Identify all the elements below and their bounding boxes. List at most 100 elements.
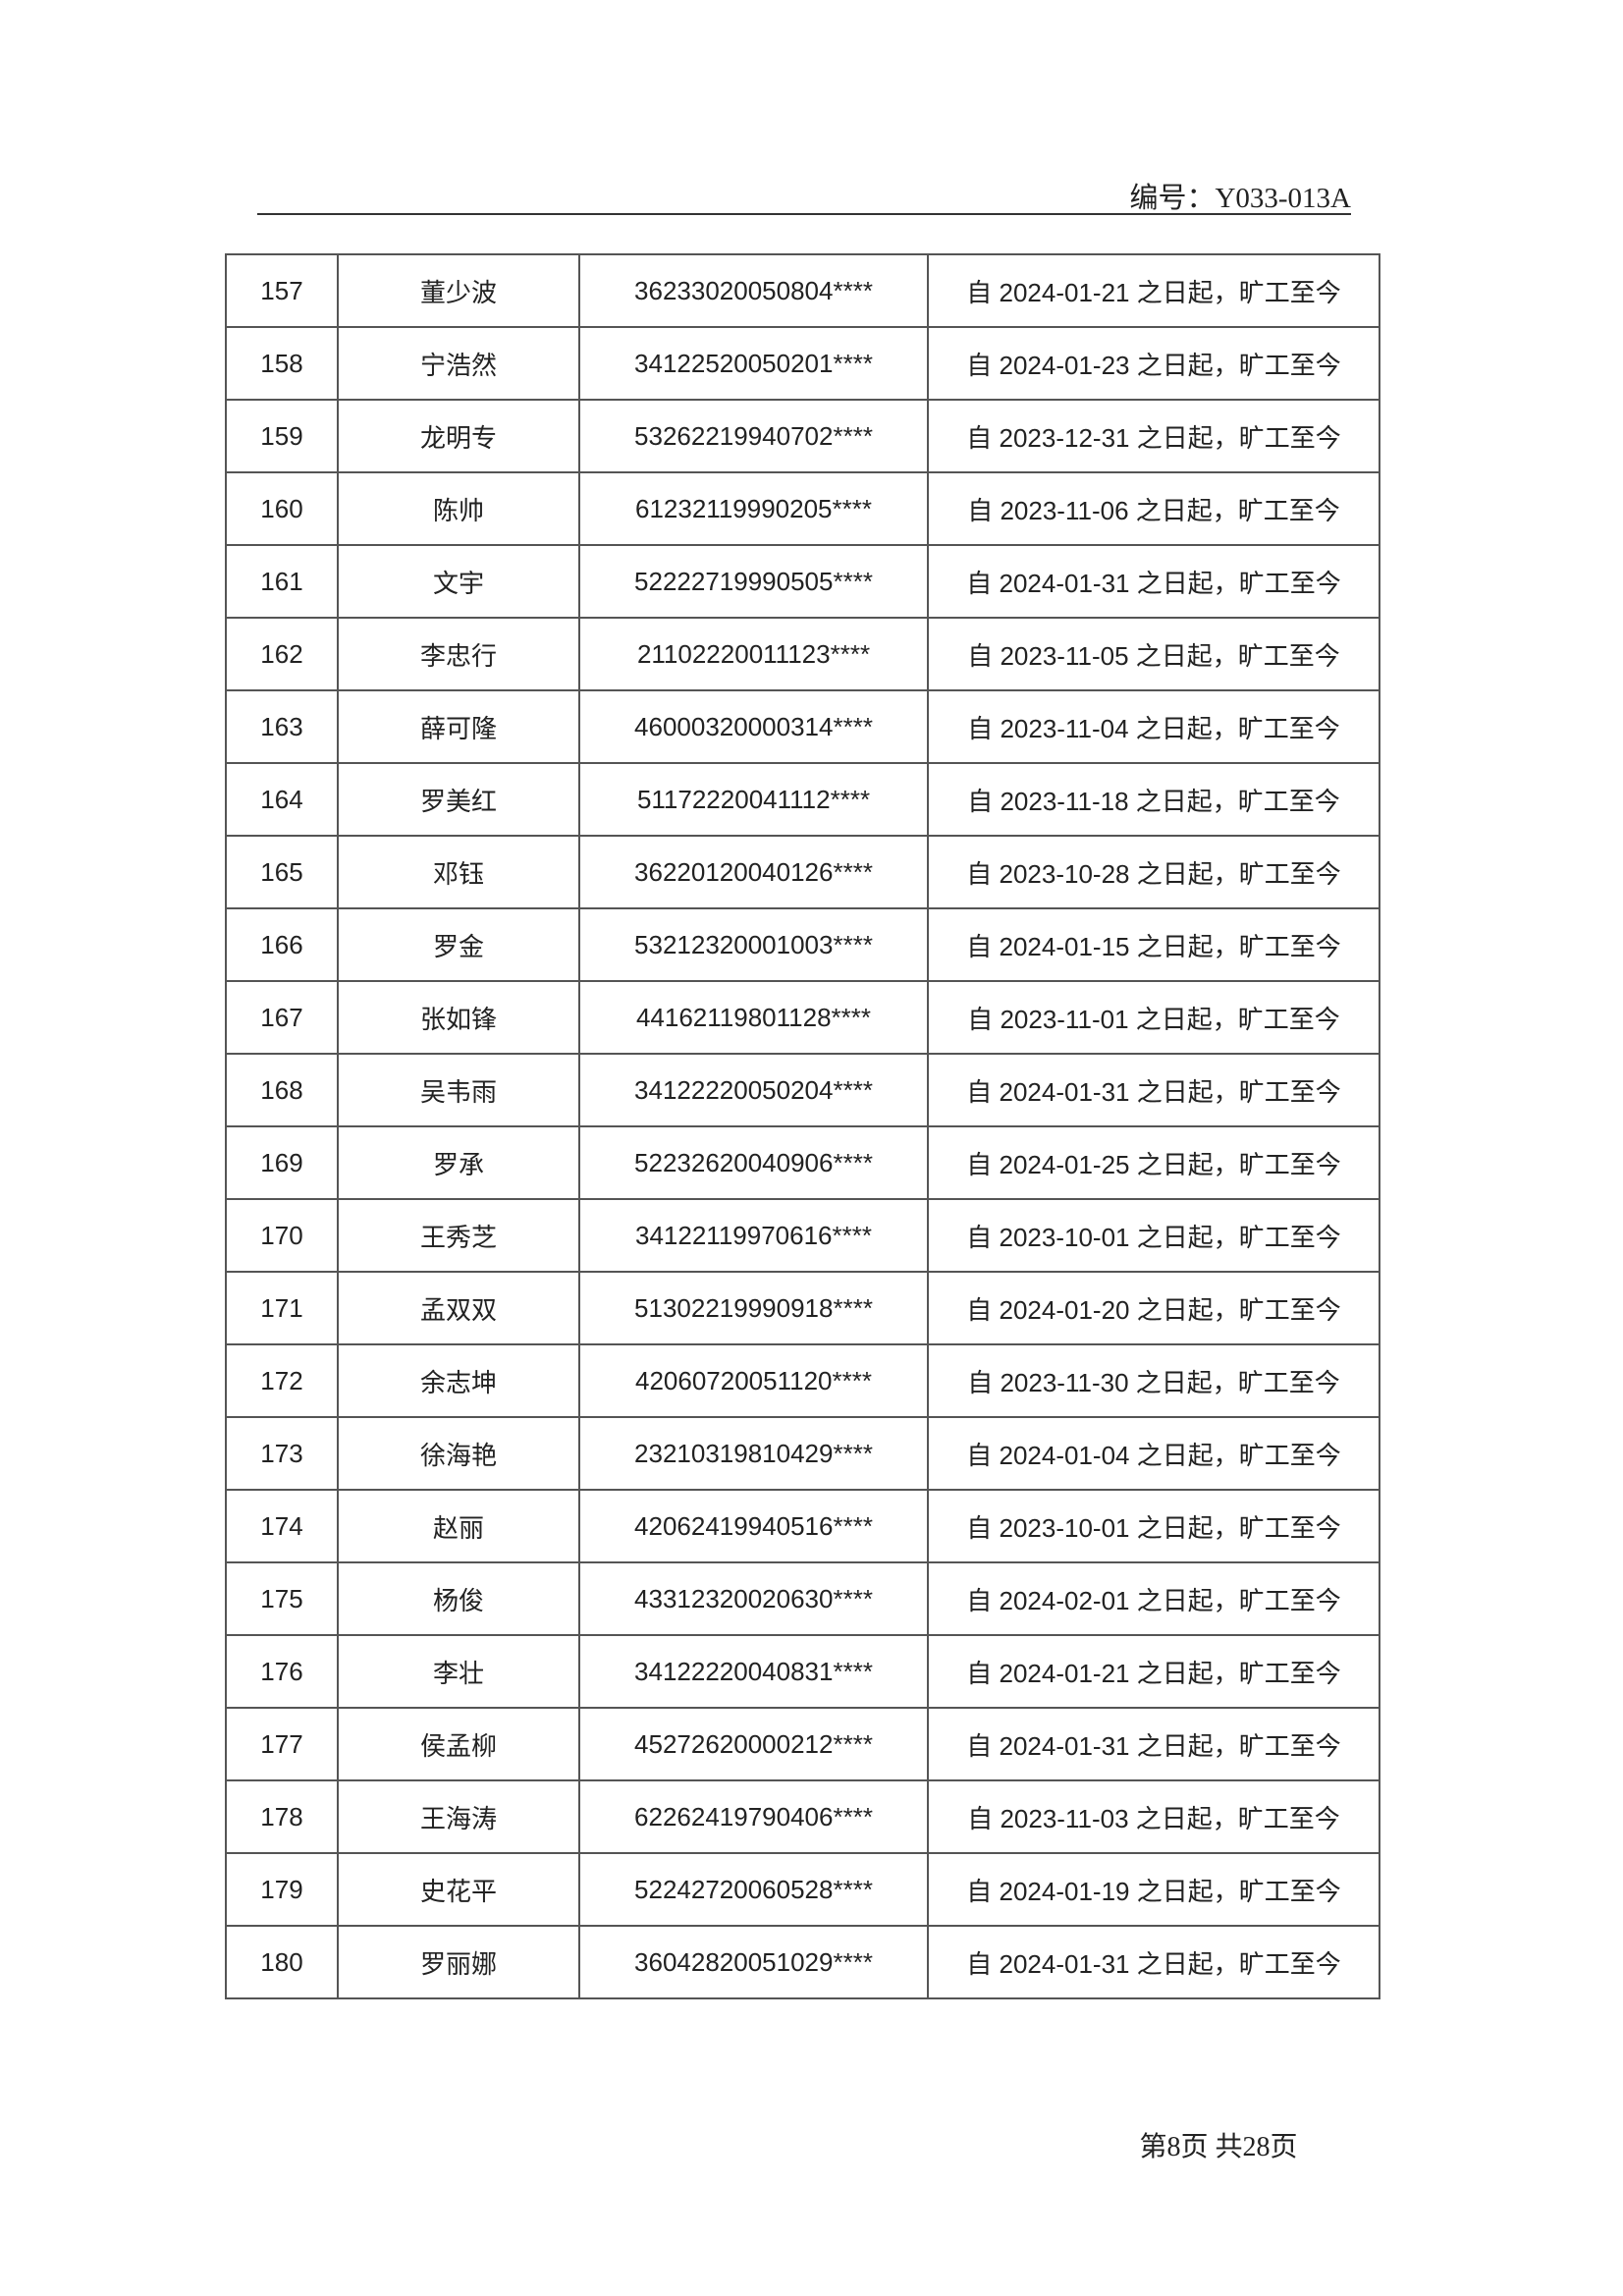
id-number: 51302219990918**** (578, 1271, 929, 1345)
employee-name: 罗金 (337, 907, 580, 982)
employee-name: 杨俊 (337, 1561, 580, 1636)
employee-name: 宁浩然 (337, 326, 580, 401)
employee-name: 陈帅 (337, 471, 580, 546)
row-number: 168 (225, 1053, 339, 1127)
absence-note: 自 2023-11-30 之日起，旷工至今 (927, 1343, 1380, 1418)
absence-note: 自 2024-01-21 之日起，旷工至今 (927, 253, 1380, 328)
table-row: 158 宁浩然 34122520050201**** 自 2024-01-23 之日起… (225, 326, 1380, 401)
table-row: 179 史花平 52242720060528**** 自 2024-01-19 之日起… (225, 1852, 1380, 1927)
employee-name: 吴韦雨 (337, 1053, 580, 1127)
absence-note: 自 2023-11-03 之日起，旷工至今 (927, 1779, 1380, 1854)
absence-note: 自 2024-01-19 之日起，旷工至今 (927, 1852, 1380, 1927)
employee-name: 文宇 (337, 544, 580, 619)
id-number: 62262419790406**** (578, 1779, 929, 1854)
absence-note: 自 2023-11-06 之日起，旷工至今 (927, 471, 1380, 546)
employee-name: 罗承 (337, 1125, 580, 1200)
id-number: 42062419940516**** (578, 1489, 929, 1563)
employee-name: 薛可隆 (337, 689, 580, 764)
id-number: 36220120040126**** (578, 835, 929, 909)
absence-note: 自 2024-01-20 之日起，旷工至今 (927, 1271, 1380, 1345)
table-row: 159 龙明专 53262219940702**** 自 2023-12-31 之日起… (225, 399, 1380, 473)
absence-note: 自 2023-10-01 之日起，旷工至今 (927, 1198, 1380, 1273)
table-row: 157 董少波 36233020050804**** 自 2024-01-21 之日起… (225, 253, 1380, 328)
row-number: 164 (225, 762, 339, 837)
id-number: 23210319810429**** (578, 1416, 929, 1491)
id-number: 34122119970616**** (578, 1198, 929, 1273)
employee-name: 徐海艳 (337, 1416, 580, 1491)
employee-name: 王秀芝 (337, 1198, 580, 1273)
absence-note: 自 2024-01-04 之日起，旷工至今 (927, 1416, 1380, 1491)
absence-note: 自 2024-01-31 之日起，旷工至今 (927, 544, 1380, 619)
table-row: 170 王秀芝 34122119970616**** 自 2023-10-01 之日起… (225, 1198, 1380, 1273)
employee-name: 李壮 (337, 1634, 580, 1709)
table-row: 169 罗承 52232620040906**** 自 2024-01-25 之日起，… (225, 1125, 1380, 1200)
row-number: 165 (225, 835, 339, 909)
page-number: 第8页 共28页 (1139, 2132, 1298, 2162)
row-number: 166 (225, 907, 339, 982)
absence-note: 自 2023-11-05 之日起，旷工至今 (927, 617, 1380, 691)
absence-note: 自 2024-01-31 之日起，旷工至今 (927, 1925, 1380, 1999)
absence-table: 157 董少波 36233020050804**** 自 2024-01-21 之日起… (225, 253, 1380, 1999)
row-number: 180 (225, 1925, 339, 1999)
row-number: 158 (225, 326, 339, 401)
employee-name: 侯孟柳 (337, 1707, 580, 1781)
row-number: 175 (225, 1561, 339, 1636)
row-number: 178 (225, 1779, 339, 1854)
id-number: 53212320001003**** (578, 907, 929, 982)
row-number: 171 (225, 1271, 339, 1345)
row-number: 169 (225, 1125, 339, 1200)
id-number: 36233020050804**** (578, 253, 929, 328)
id-number: 21102220011123**** (578, 617, 929, 691)
absence-note: 自 2024-02-01 之日起，旷工至今 (927, 1561, 1380, 1636)
table-row: 166 罗金 53212320001003**** 自 2024-01-15 之日起，… (225, 907, 1380, 982)
absence-note: 自 2023-10-01 之日起，旷工至今 (927, 1489, 1380, 1563)
id-number: 53262219940702**** (578, 399, 929, 473)
table-row: 175 杨俊 43312320020630**** 自 2024-02-01 之日起，… (225, 1561, 1380, 1636)
id-number: 52242720060528**** (578, 1852, 929, 1927)
table-row: 171 孟双双 51302219990918**** 自 2024-01-20 之日起… (225, 1271, 1380, 1345)
absence-note: 自 2024-01-23 之日起，旷工至今 (927, 326, 1380, 401)
row-number: 162 (225, 617, 339, 691)
row-number: 179 (225, 1852, 339, 1927)
absence-note: 自 2024-01-25 之日起，旷工至今 (927, 1125, 1380, 1200)
employee-name: 史花平 (337, 1852, 580, 1927)
employee-name: 罗美红 (337, 762, 580, 837)
row-number: 161 (225, 544, 339, 619)
row-number: 157 (225, 253, 339, 328)
table-row: 164 罗美红 51172220041112**** 自 2023-11-18 之日起… (225, 762, 1380, 837)
id-number: 43312320020630**** (578, 1561, 929, 1636)
id-number: 34122220040831**** (578, 1634, 929, 1709)
table-row: 165 邓钰 36220120040126**** 自 2023-10-28 之日起，… (225, 835, 1380, 909)
table-row: 163 薛可隆 46000320000314**** 自 2023-11-04 之日起… (225, 689, 1380, 764)
row-number: 174 (225, 1489, 339, 1563)
table-row: 168 吴韦雨 34122220050204**** 自 2024-01-31 之日起… (225, 1053, 1380, 1127)
table-row: 160 陈帅 61232119990205**** 自 2023-11-06 之日起，… (225, 471, 1380, 546)
employee-name: 邓钰 (337, 835, 580, 909)
id-number: 52232620040906**** (578, 1125, 929, 1200)
row-number: 177 (225, 1707, 339, 1781)
absence-note: 自 2023-11-04 之日起，旷工至今 (927, 689, 1380, 764)
row-number: 170 (225, 1198, 339, 1273)
table-row: 176 李壮 34122220040831**** 自 2024-01-21 之日起，… (225, 1634, 1380, 1709)
row-number: 172 (225, 1343, 339, 1418)
id-number: 51172220041112**** (578, 762, 929, 837)
table-row: 173 徐海艳 23210319810429**** 自 2024-01-04 之日起… (225, 1416, 1380, 1491)
id-number: 44162119801128**** (578, 980, 929, 1055)
row-number: 159 (225, 399, 339, 473)
row-number: 176 (225, 1634, 339, 1709)
employee-name: 龙明专 (337, 399, 580, 473)
employee-name: 张如锋 (337, 980, 580, 1055)
row-number: 163 (225, 689, 339, 764)
id-number: 42060720051120**** (578, 1343, 929, 1418)
table-row: 161 文宇 52222719990505**** 自 2024-01-31 之日起，… (225, 544, 1380, 619)
employee-name: 余志坤 (337, 1343, 580, 1418)
header-rule (257, 213, 1351, 215)
absence-note: 自 2024-01-31 之日起，旷工至今 (927, 1707, 1380, 1781)
employee-name: 孟双双 (337, 1271, 580, 1345)
absence-note: 自 2024-01-15 之日起，旷工至今 (927, 907, 1380, 982)
document-code: 编号：Y033-013A (1129, 183, 1351, 214)
id-number: 45272620000212**** (578, 1707, 929, 1781)
id-number: 46000320000314**** (578, 689, 929, 764)
table-row: 172 余志坤 42060720051120**** 自 2023-11-30 之日起… (225, 1343, 1380, 1418)
